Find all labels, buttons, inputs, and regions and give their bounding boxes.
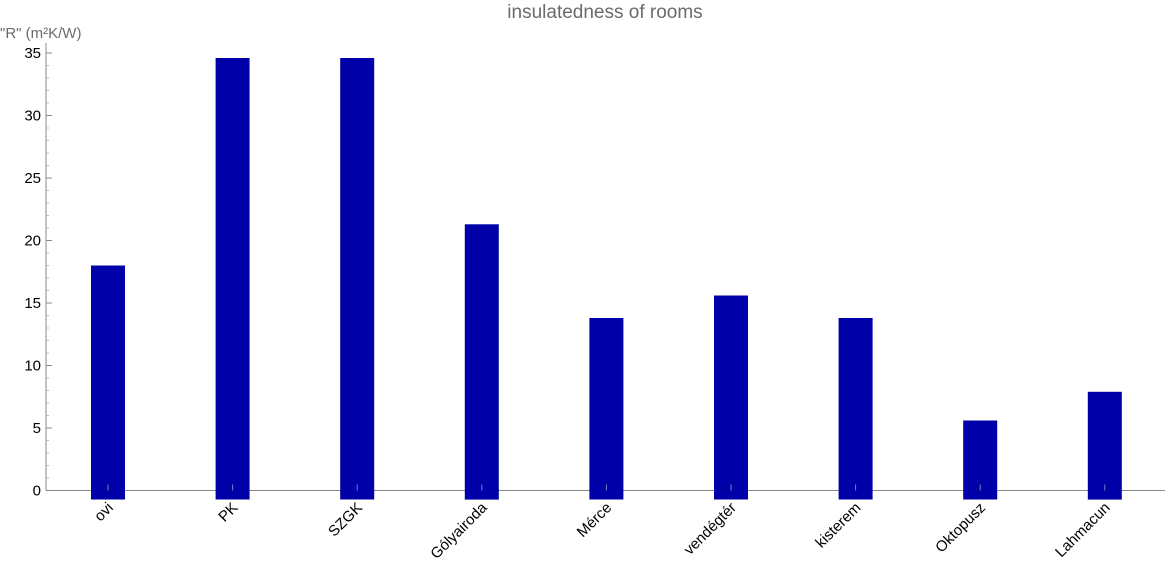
x-tick-label: Oktopusz <box>932 499 989 556</box>
x-tick-label: kisterem <box>812 499 864 551</box>
y-tick-label: 25 <box>24 170 41 187</box>
bar-Gólyairoda <box>464 224 499 500</box>
y-tick-label: 35 <box>24 45 41 62</box>
y-tick-label: 10 <box>24 358 41 375</box>
bars <box>91 58 1122 500</box>
y-ticks: 0 5 10 15 20 25 30 35 <box>24 45 52 500</box>
y-tick-label: 20 <box>24 233 41 250</box>
bar-Lahmacun <box>1087 391 1122 500</box>
x-tick-label: PK <box>215 499 241 525</box>
y-tick-label: 5 <box>33 420 41 437</box>
x-tick-label: Mérce <box>574 499 615 540</box>
x-tick-label: vendégtér <box>681 499 740 558</box>
bar-kisterem <box>838 318 873 500</box>
x-tick-label: SZGK <box>325 499 366 540</box>
x-tick-label: Gólyairoda <box>427 499 491 563</box>
bar-vendégtér <box>714 295 748 500</box>
y-tick-label: 30 <box>24 108 41 125</box>
bar-ovi <box>91 265 125 500</box>
chart-title: insulatedness of rooms <box>507 2 702 23</box>
x-tick-label: ovi <box>91 499 117 525</box>
x-tick-label: Lahmacun <box>1052 499 1114 561</box>
bar-PK <box>215 58 250 500</box>
y-axis-label: "R" (m²K/W) <box>0 25 81 42</box>
y-tick-label: 0 <box>33 483 41 500</box>
y-tick-label: 15 <box>24 295 41 312</box>
bar-Mérce <box>589 318 624 500</box>
bar-SZGK <box>340 58 375 500</box>
